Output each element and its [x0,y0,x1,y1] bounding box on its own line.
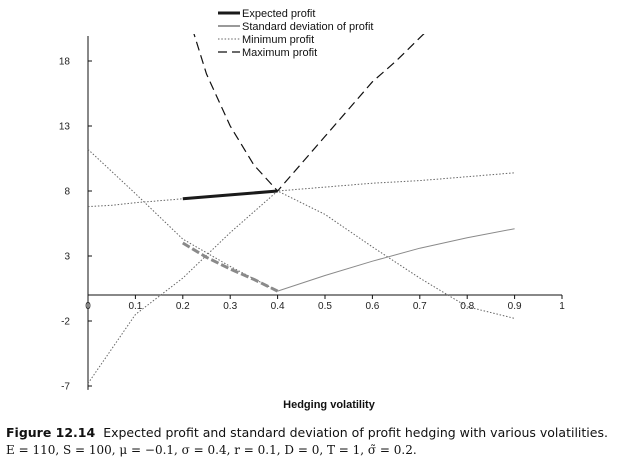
series-line-unlabelled-6 [182,241,279,293]
legend-label: Minimum profit [242,34,314,46]
x-tick-label: 0.2 [176,301,190,312]
legend-label: Maximum profit [242,47,317,59]
series-line-minimum-profit [87,190,515,384]
figure-label: Figure 12.14 [6,425,96,440]
chart-curves [87,34,515,384]
y-tick-label: -2 [61,317,70,328]
x-tick-label: 0.8 [460,301,474,312]
x-tick-label: 0.6 [365,301,379,312]
legend-label: Expected profit [242,8,315,20]
y-tick-label: 3 [64,252,70,263]
figure-caption: Figure 12.14 Expected profit and standard… [6,424,622,459]
series-line-unlabelled-5 [87,149,278,292]
x-tick-label: 0.5 [318,301,332,312]
series-line-standard-deviation-of-profit [277,228,515,292]
legend-label: Standard deviation of profit [242,21,373,33]
caption-formula: E = 110, S = 100, μ = −0.1, σ = 0.4, r =… [6,443,417,457]
x-tick-label: 0.1 [128,301,142,312]
caption-text: Expected profit and standard deviation o… [103,425,608,440]
x-tick-label: 0.7 [413,301,427,312]
series-line-unlabelled-4 [87,172,515,208]
chart-axes: 18 13 8 3 -2 -7 0 0.1 0.2 0.3 0.4 0.5 0.6 0.7 0.8 0.9 1 [59,36,565,393]
series-line-expected-profit [182,189,278,201]
x-tick-label: 0.9 [508,301,522,312]
y-tick-label: -7 [61,382,70,393]
y-tick-label: 8 [64,187,70,198]
x-tick-label: 0.4 [271,301,285,312]
x-tick-label: 0.3 [223,301,237,312]
x-tick-label: 0 [85,301,91,312]
y-tick-label: 18 [59,57,71,68]
x-axis-title: Hedging volatility [283,399,376,411]
x-tick-label: 1 [559,301,565,312]
y-tick-label: 13 [59,122,71,133]
series-line-maximum-profit [193,34,425,192]
